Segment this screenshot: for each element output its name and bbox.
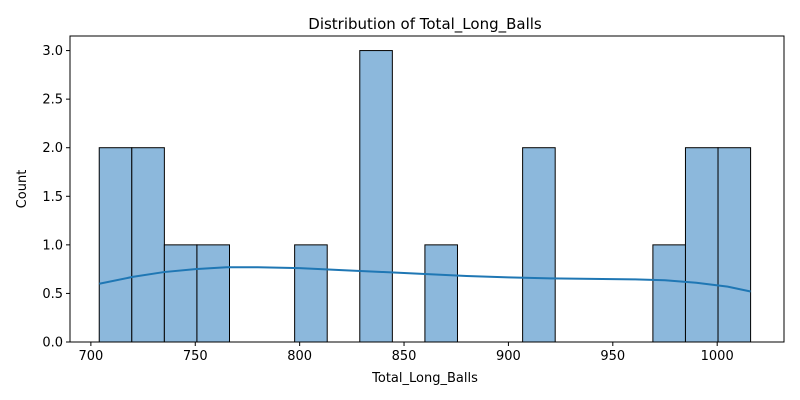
- histogram-bar-0: [98, 147, 133, 343]
- x-tick-label: 850: [392, 349, 417, 364]
- y-tick-label: 1.0: [42, 238, 63, 253]
- y-tick-label: 0.0: [42, 336, 63, 351]
- histogram-bar-10: [717, 147, 752, 343]
- plot-frame: [69, 35, 785, 343]
- histogram-bar-6: [424, 244, 458, 343]
- x-tick-label: 900: [496, 349, 521, 364]
- x-axis-label: Total_Long_Balls: [371, 371, 478, 386]
- histogram-bar-7: [522, 147, 556, 343]
- y-tick-label: 0.5: [42, 287, 63, 302]
- kde-curve: [99, 266, 751, 293]
- histogram-bar-4: [294, 244, 328, 343]
- y-axis-label: Count: [15, 170, 30, 209]
- y-tick-label: 2.0: [42, 141, 63, 156]
- y-tick-label: 2.5: [42, 93, 63, 108]
- x-tick-label: 750: [183, 349, 208, 364]
- x-tick-label: 1000: [701, 349, 734, 364]
- histogram-bar-3: [196, 244, 230, 343]
- x-axis: 700 750 800 850 900 950 1000: [78, 342, 734, 364]
- x-tick-label: 700: [78, 349, 103, 364]
- y-tick-label: 3.0: [42, 44, 63, 59]
- y-tick-label: 1.5: [42, 190, 63, 205]
- histogram-bars: [98, 50, 752, 343]
- y-axis: 0.0 0.5 1.0 1.5 2.0 2.5 3.0: [42, 44, 70, 351]
- x-tick-label: 950: [600, 349, 625, 364]
- histogram-bar-5: [359, 50, 393, 343]
- histogram-bar-8: [652, 244, 686, 343]
- chart-title: Distribution of Total_Long_Balls: [308, 15, 542, 34]
- histogram-bar-1: [131, 147, 165, 343]
- histogram-bar-2: [163, 244, 198, 343]
- x-tick-label: 800: [287, 349, 312, 364]
- histogram-bar-9: [684, 147, 719, 343]
